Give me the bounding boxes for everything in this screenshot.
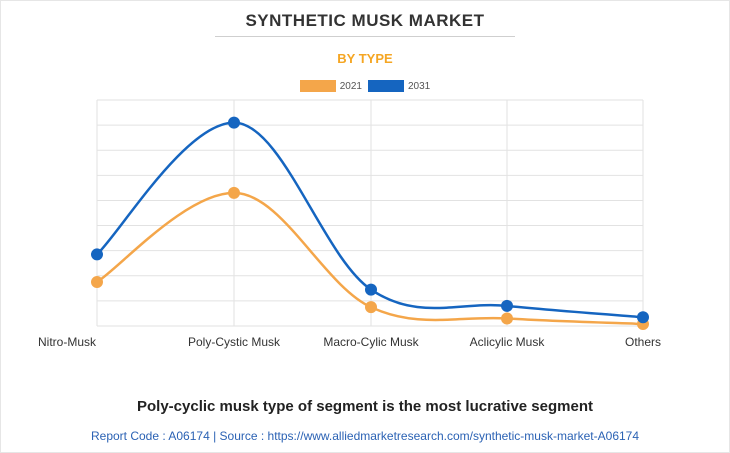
title-divider (215, 36, 515, 37)
data-point-2031-3[interactable] (501, 299, 513, 312)
report-source-link[interactable]: Report Code : A06174 | Source : https://… (90, 429, 640, 443)
legend-item-2031[interactable]: 2031 (368, 80, 430, 92)
x-tick-label: Aclicylic Musk (470, 335, 546, 349)
data-point-2031-0[interactable] (91, 248, 103, 261)
legend-label-2021: 2021 (339, 80, 362, 92)
x-tick-label: Nitro-Musk (38, 335, 97, 349)
x-tick-label: Poly-Cystic Musk (188, 335, 281, 349)
series-line-2021 (96, 191, 644, 326)
data-point-2031-4[interactable] (637, 311, 649, 324)
data-point-2021-0[interactable] (91, 276, 103, 289)
data-point-2021-2[interactable] (365, 301, 377, 314)
grid (96, 99, 644, 327)
data-point-2031-2[interactable] (365, 283, 377, 296)
x-axis-labels: Nitro-Musk Poly-Cystic Musk Macro-Cylic Mu… (38, 335, 661, 349)
chart-caption: Poly-cyclic musk type of segment is the … (137, 398, 593, 415)
legend-item-2021[interactable]: 2021 (299, 80, 362, 92)
data-point-2021-1[interactable] (228, 186, 240, 199)
series-lines (96, 121, 644, 326)
chart-subtitle: BY TYPE (337, 51, 393, 66)
data-point-2031-1[interactable] (228, 116, 240, 129)
data-points (91, 116, 649, 330)
legend-label-2031: 2031 (408, 80, 431, 92)
data-point-2021-3[interactable] (501, 312, 513, 325)
series-line-2031 (96, 121, 644, 319)
legend: 2021 2031 (0, 80, 730, 92)
chart-title: SYNTHETIC MUSK MARKET (245, 11, 485, 30)
x-tick-label: Macro-Cylic Musk (323, 335, 419, 349)
x-tick-label: Others (625, 335, 661, 349)
legend-swatch-2021 (299, 80, 336, 92)
legend-swatch-2031 (368, 80, 404, 92)
